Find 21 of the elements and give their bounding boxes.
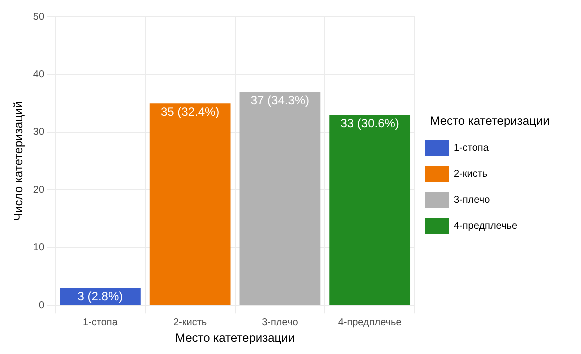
x-tick-label: 3-плечо	[262, 317, 299, 328]
y-axis-title: Число катетеризаций	[12, 102, 26, 221]
x-axis-title: Место катетеризации	[175, 331, 296, 346]
x-tick-label: 2-кисть	[174, 317, 208, 328]
data-label: 33 (30.6%)	[340, 116, 400, 130]
y-tick-label: 30	[33, 127, 45, 138]
y-tick-label: 10	[33, 242, 45, 254]
y-tick-label: 0	[38, 300, 45, 312]
data-label: 37 (34.3%)	[250, 93, 310, 108]
data-label: 3 (2.8%)	[78, 290, 124, 304]
y-tick-label: 20	[33, 184, 45, 196]
legend-title: Место катетеризации	[430, 114, 550, 128]
data-label: 35 (32.4%)	[160, 104, 220, 119]
legend-label: 4-предплечье	[454, 220, 518, 232]
legend-label: 2-кисть	[454, 168, 488, 180]
y-tick-label: 50	[33, 12, 45, 23]
legend-label: 3-плечо	[454, 194, 491, 206]
x-tick-label: 4-предплечье	[338, 317, 402, 328]
y-tick-label: 40	[33, 69, 45, 80]
x-tick-label: 1-стопа	[83, 317, 118, 328]
legend-label: 1-стопа	[454, 142, 490, 154]
